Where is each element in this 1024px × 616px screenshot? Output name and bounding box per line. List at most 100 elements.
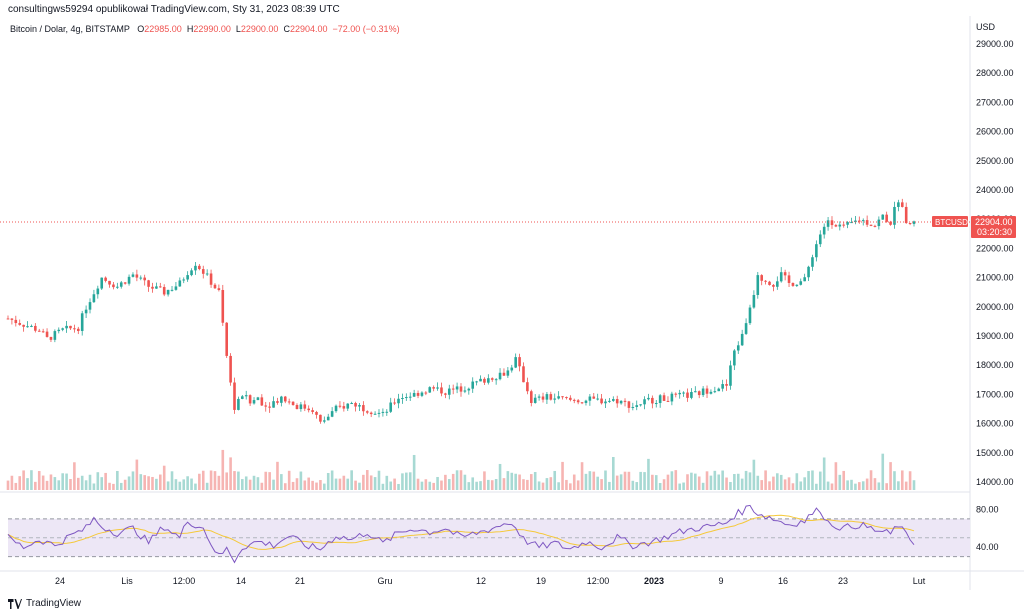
volume-bar [748,472,752,490]
price-tick: 26000.00 [976,127,1014,137]
candle-body [143,277,146,281]
volume-bar [30,470,33,490]
volume-bar [569,483,572,490]
candle-body [752,294,756,308]
volume-bar [612,456,615,490]
candle-body [260,397,264,406]
volume-bar [139,474,143,490]
candle-body [584,400,588,403]
candle-body [45,331,49,337]
candle-body [436,387,439,389]
candle-body [6,318,10,320]
volume-bar [701,482,705,490]
candle-body [131,274,135,277]
volume-bar [526,479,529,490]
candle-body [858,220,861,222]
volume-bar [412,454,416,490]
volume-bar [303,480,307,490]
candle-body [897,202,900,207]
volume-bar [736,473,740,490]
volume-bar [572,474,576,490]
volume-bar [865,478,869,490]
low-label: L [235,24,241,34]
volume-bar [694,473,697,490]
candle-body [69,325,72,329]
volume-bar [299,471,303,490]
candle-body [709,391,713,394]
candle-body [116,286,119,288]
volume-bar [549,477,553,490]
volume-bar [487,479,490,490]
volume-bar [635,482,639,490]
rsi-tick: 40.00 [976,542,999,552]
volume-bar [432,482,435,490]
volume-bar [241,479,244,490]
low-value: 22900.00 [240,24,279,34]
candle-body [885,214,888,222]
candle-body [272,401,275,408]
candle-body [779,272,783,282]
volume-bar [334,478,338,490]
volume-bar [791,483,795,490]
volume-bar [34,481,37,490]
volume-bar [397,483,400,490]
volume-bar [256,477,260,490]
candle-body [627,401,631,408]
volume-bar [338,478,342,490]
footer-brand[interactable]: TradingView [8,598,81,609]
volume-bar [92,483,96,490]
volume-bar [463,474,467,490]
candle-body [190,270,193,276]
volume-bar [498,463,502,490]
price-tick: 19000.00 [976,331,1014,341]
candle-body [447,388,451,395]
candle-body [471,381,475,389]
candle-body [256,397,260,401]
volume-bar [346,478,350,490]
candle-body [49,336,53,340]
volume-bar [283,483,287,490]
high-value: 22990.00 [193,24,231,34]
volume-bar [307,477,310,490]
candle-body [14,319,18,324]
candle-body [459,386,463,392]
volume-bar [627,471,631,490]
bar-countdown: 03:20:30 [977,227,1012,237]
volume-bar [900,470,904,490]
candle-body [549,394,553,400]
volume-bar [725,477,728,490]
volume-bar [459,470,463,490]
volume-bar [416,478,420,490]
candle-body [479,378,482,382]
volume-bar [330,470,334,490]
candle-body [818,234,822,245]
candle-body [776,281,779,287]
candle-body [311,410,314,412]
candle-body [526,382,529,392]
volume-bar [116,470,119,490]
volume-bar [861,481,865,490]
volume-bar [670,471,674,490]
candle-body [307,408,310,411]
candle-body [654,403,658,405]
candle-body [241,396,244,399]
candle-body [346,403,350,409]
volume-bar [600,479,603,490]
candle-body [455,386,459,390]
candle-body [221,289,225,323]
volume-bar [502,478,506,490]
candle-body [694,391,697,393]
candle-body [580,402,584,404]
candle-body [444,393,447,395]
candle-body [291,401,295,406]
volume-bar [908,471,912,490]
volume-bar [237,471,240,490]
volume-bar [428,481,432,490]
volume-bar [260,482,264,490]
candle-body [401,397,404,399]
candle-body [41,331,45,333]
volume-bar [760,480,763,490]
candle-body [850,222,853,224]
candle-body [61,328,64,330]
